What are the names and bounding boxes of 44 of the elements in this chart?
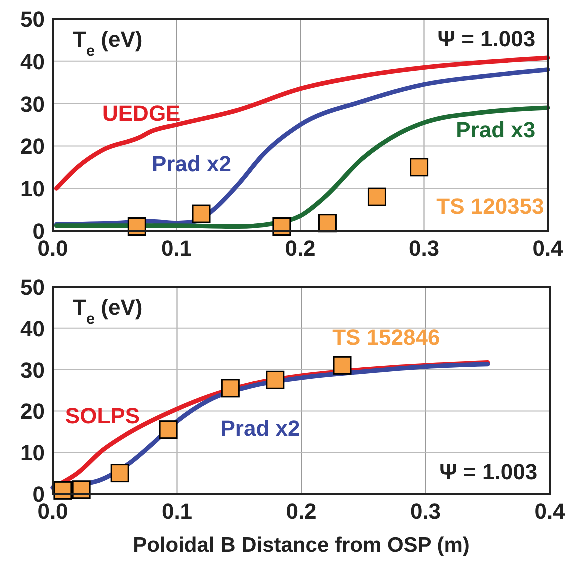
x-tick-label: 0.3 bbox=[408, 236, 440, 261]
y-axis-title: T$_{e}$ (eV) bbox=[73, 27, 143, 60]
series-label: Prad x2 bbox=[220, 416, 300, 442]
line-series bbox=[54, 68, 550, 227]
y-tick-label: 40 bbox=[20, 316, 45, 342]
x-tick-label: 0.2 bbox=[286, 499, 317, 524]
y-tick-label: 30 bbox=[20, 358, 45, 383]
series-label: SOLPS bbox=[65, 404, 140, 429]
y-tick-label: 30 bbox=[20, 92, 45, 117]
point bbox=[159, 420, 178, 440]
point bbox=[192, 204, 211, 224]
x-tick-label: 0.4 bbox=[534, 499, 566, 524]
series-label: TS 120353 bbox=[436, 194, 544, 220]
point bbox=[368, 188, 386, 206]
point bbox=[266, 370, 285, 390]
x-tick-label: 0.4 bbox=[532, 236, 564, 261]
point bbox=[221, 379, 240, 398]
point bbox=[110, 464, 130, 483]
point bbox=[272, 218, 292, 236]
y-tick-label: 20 bbox=[20, 399, 45, 424]
x-tick-label: 0.1 bbox=[162, 499, 193, 524]
point bbox=[333, 356, 352, 375]
x-tick-label: 0.3 bbox=[410, 499, 442, 524]
y-tick-label: 20 bbox=[20, 134, 45, 160]
x-tick-label: 0.1 bbox=[161, 236, 192, 261]
annotation: Ψ = 1.003 bbox=[438, 26, 536, 52]
line-series bbox=[54, 56, 550, 191]
x-axis-title: Poloidal B Distance from OSP (m) bbox=[133, 534, 470, 557]
series-label: Prad x3 bbox=[456, 118, 536, 143]
point bbox=[72, 480, 91, 500]
series-label: UEDGE bbox=[102, 100, 181, 126]
y-tick-label: 40 bbox=[20, 49, 45, 74]
y-tick-label: 10 bbox=[20, 440, 45, 466]
series-label: TS 152846 bbox=[332, 324, 440, 350]
x-tick-label: 0.2 bbox=[285, 236, 316, 261]
y-axis-title: T$_{e}$ (eV) bbox=[73, 295, 143, 328]
y-tick-label: 10 bbox=[20, 176, 45, 202]
point bbox=[410, 158, 429, 177]
y-tick-label: 50 bbox=[20, 275, 45, 300]
point bbox=[318, 214, 337, 233]
point bbox=[128, 218, 146, 236]
series-label: Prad x2 bbox=[152, 152, 232, 177]
y-tick-label: 50 bbox=[20, 7, 45, 32]
annotation: Ψ = 1.003 bbox=[440, 460, 538, 485]
